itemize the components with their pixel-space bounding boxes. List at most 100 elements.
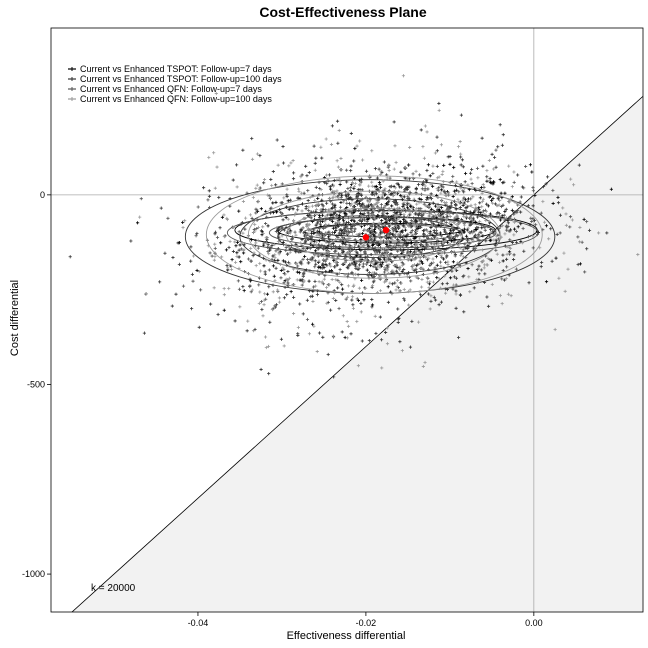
scatter-point xyxy=(539,265,543,269)
scatter-point xyxy=(364,195,368,199)
scatter-point xyxy=(274,229,278,234)
scatter-point xyxy=(406,214,410,218)
scatter-point xyxy=(326,352,330,357)
scatter-point xyxy=(456,222,460,226)
scatter-point xyxy=(370,192,374,196)
scatter-point xyxy=(402,201,406,205)
scatter-point xyxy=(504,276,508,281)
scatter-point xyxy=(501,133,505,137)
scatter-point xyxy=(135,221,140,225)
scatter-point xyxy=(434,228,439,232)
scatter-point xyxy=(336,278,340,283)
scatter-point xyxy=(461,248,465,252)
scatter-point xyxy=(271,290,275,294)
scatter-point xyxy=(166,216,170,220)
scatter-point xyxy=(197,325,201,329)
scatter-point xyxy=(256,238,260,242)
scatter-point xyxy=(481,164,485,168)
scatter-point xyxy=(258,269,263,273)
scatter-point xyxy=(435,187,439,191)
scatter-point xyxy=(419,197,423,202)
scatter-point xyxy=(482,185,486,189)
scatter-point xyxy=(429,299,433,303)
scatter-point xyxy=(436,206,440,210)
scatter-point xyxy=(317,331,322,335)
scatter-point xyxy=(213,186,217,190)
scatter-point xyxy=(335,119,340,123)
scatter-point xyxy=(327,235,331,239)
scatter-point xyxy=(396,320,400,325)
scatter-point xyxy=(390,204,394,208)
scatter-point xyxy=(470,237,474,242)
scatter-point xyxy=(429,210,433,214)
scatter-point xyxy=(477,272,481,276)
scatter-point xyxy=(498,198,502,203)
scatter-point xyxy=(438,231,442,235)
scatter-point xyxy=(410,319,414,323)
scatter-point xyxy=(449,201,454,205)
scatter-point xyxy=(456,261,460,265)
scatter-point xyxy=(409,279,413,283)
scatter-point xyxy=(580,240,584,244)
scatter-point xyxy=(358,139,362,143)
scatter-point xyxy=(490,282,494,286)
scatter-point xyxy=(296,332,300,336)
scatter-point xyxy=(254,264,258,268)
scatter-point xyxy=(338,180,342,184)
scatter-point xyxy=(483,263,487,267)
scatter-point xyxy=(322,218,326,223)
scatter-point xyxy=(519,210,523,214)
scatter-point xyxy=(298,271,302,275)
scatter-point xyxy=(240,240,244,245)
scatter-point xyxy=(432,242,436,246)
scatter-point xyxy=(403,165,407,169)
scatter-point xyxy=(478,230,482,234)
scatter-point xyxy=(306,198,310,203)
scatter-point xyxy=(465,205,470,209)
wtp-shaded-region xyxy=(51,96,643,612)
scatter-point xyxy=(462,227,466,231)
scatter-point xyxy=(250,157,255,161)
scatter-point xyxy=(411,263,415,268)
scatter-point xyxy=(382,270,387,274)
scatter-point xyxy=(411,172,415,176)
scatter-point xyxy=(271,201,275,205)
scatter-point xyxy=(417,218,422,222)
scatter-point xyxy=(451,260,456,264)
scatter-point xyxy=(554,256,558,260)
scatter-point xyxy=(503,209,507,214)
scatter-point xyxy=(385,253,390,258)
scatter-point xyxy=(399,281,403,285)
scatter-point xyxy=(319,231,323,235)
scatter-point xyxy=(496,203,500,208)
scatter-point xyxy=(544,224,549,228)
scatter-point xyxy=(572,183,576,187)
scatter-point xyxy=(318,245,322,249)
scatter-point xyxy=(467,230,471,234)
scatter-point xyxy=(293,230,297,234)
scatter-point xyxy=(320,202,324,206)
scatter-point xyxy=(313,161,317,165)
scatter-point xyxy=(423,228,427,232)
scatter-point xyxy=(313,265,317,269)
scatter-point xyxy=(405,206,410,210)
scatter-point xyxy=(334,237,338,242)
scatter-point xyxy=(409,230,413,235)
scatter-point xyxy=(445,231,449,236)
scatter-point xyxy=(501,253,505,257)
scatter-point xyxy=(478,196,482,200)
scatter-point xyxy=(348,249,353,253)
scatter-point xyxy=(330,202,334,206)
scatter-point xyxy=(576,262,580,267)
scatter-point xyxy=(585,220,589,224)
scatter-point xyxy=(344,242,348,247)
scatter-point xyxy=(448,214,452,219)
scatter-point xyxy=(498,178,502,182)
legend-entry: Current vs Enhanced QFN: Follow-up=100 d… xyxy=(68,94,272,104)
scatter-point xyxy=(393,186,397,190)
scatter-point xyxy=(138,215,142,219)
scatter-point xyxy=(557,276,561,280)
scatter-point xyxy=(395,265,399,269)
scatter-point xyxy=(254,211,258,215)
scatter-point xyxy=(499,224,503,228)
